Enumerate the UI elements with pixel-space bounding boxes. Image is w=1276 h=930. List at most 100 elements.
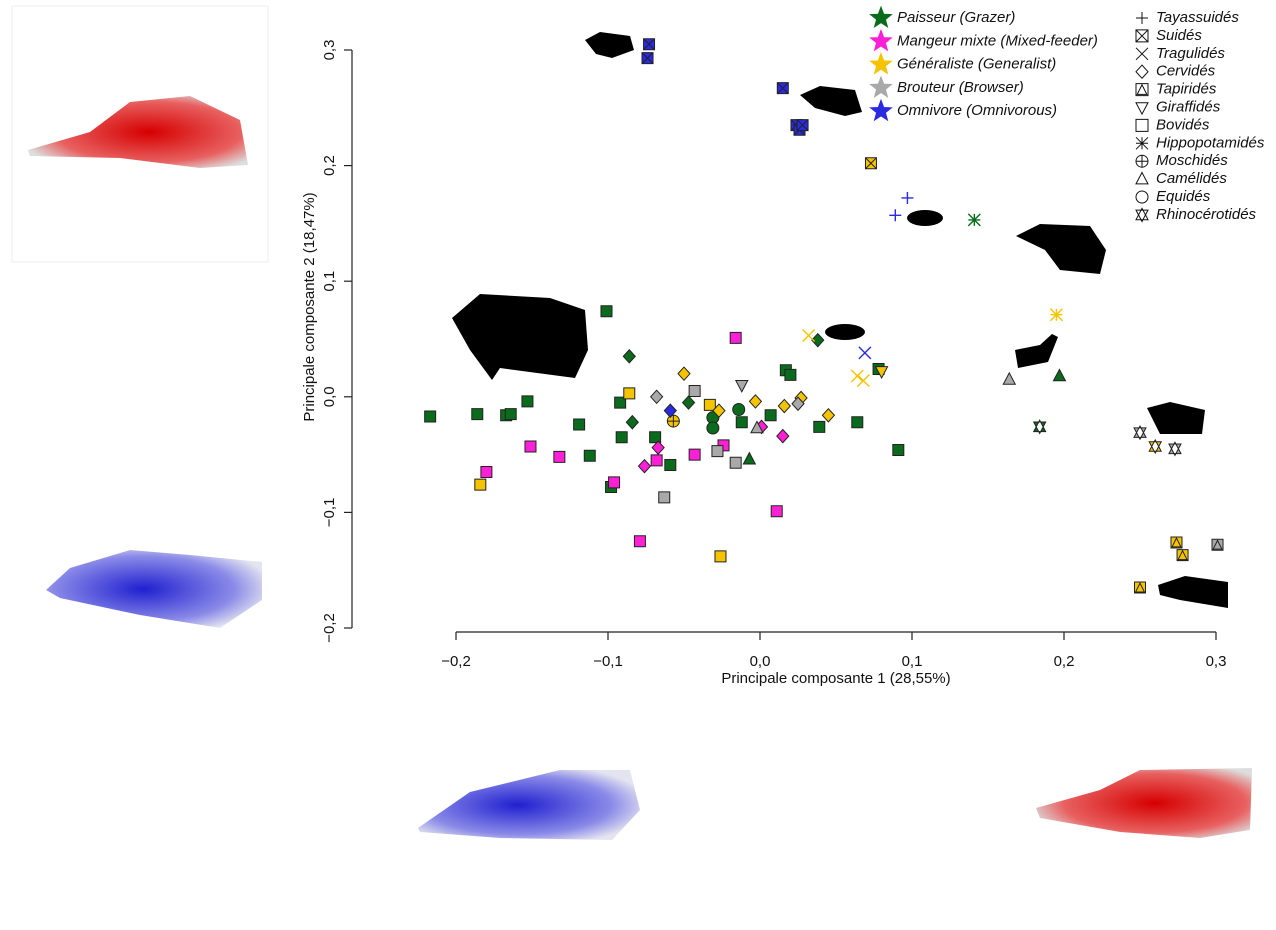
- x-tick-label: 0,2: [1054, 653, 1075, 670]
- y-tick-label: −0,2: [321, 613, 338, 643]
- y-tick-label: 0,2: [321, 155, 338, 176]
- legend-label: Rhinocérotidés: [1156, 206, 1257, 223]
- point: [712, 403, 726, 419]
- point: [524, 440, 537, 453]
- point: [1052, 368, 1067, 382]
- legend-label: Equidés: [1156, 188, 1211, 205]
- point: [641, 52, 654, 65]
- point: [1133, 424, 1147, 441]
- x-axis-label: Principale composante 1 (28,55%): [721, 670, 950, 687]
- point: [1211, 538, 1224, 551]
- legend-marker: [1135, 171, 1149, 185]
- legend-marker: [869, 52, 893, 75]
- legend-marker: [1135, 118, 1149, 132]
- point: [650, 454, 663, 467]
- point: [734, 379, 749, 393]
- legend-label: Omnivore (Omnivorous): [897, 102, 1057, 119]
- point: [1148, 438, 1163, 455]
- point: [714, 550, 727, 563]
- point: [821, 407, 836, 423]
- point: [1002, 371, 1017, 385]
- legend-marker: [1135, 29, 1149, 43]
- point: [729, 331, 742, 344]
- legend-label: Moschidés: [1156, 152, 1228, 169]
- point: [649, 431, 662, 444]
- legend-label: Giraffidés: [1156, 98, 1221, 115]
- point: [811, 332, 825, 348]
- point: [688, 385, 701, 398]
- point: [1176, 549, 1189, 562]
- point: [1032, 419, 1047, 435]
- silhouettes: [452, 32, 1228, 608]
- legend-label: Bovidés: [1156, 116, 1210, 133]
- legend-label: Tapiridés: [1156, 81, 1217, 98]
- point: [1168, 441, 1182, 457]
- legend-label: Tragulidés: [1156, 45, 1225, 62]
- legend-marker: [869, 28, 893, 52]
- point: [573, 418, 586, 431]
- point: [471, 408, 484, 421]
- point: [688, 448, 701, 461]
- point: [666, 414, 680, 428]
- point: [764, 409, 777, 422]
- point: [742, 451, 757, 465]
- legend-marker: [1135, 102, 1149, 116]
- point: [600, 305, 613, 318]
- point: [776, 428, 790, 444]
- point: [864, 157, 877, 170]
- point: [583, 449, 596, 462]
- point: [424, 410, 437, 423]
- point: [677, 366, 691, 382]
- point: [664, 459, 677, 472]
- point: [474, 478, 487, 491]
- point: [850, 369, 864, 383]
- point: [732, 403, 746, 417]
- legend-marker: [869, 98, 893, 122]
- legend-marker: [869, 5, 893, 29]
- axes: [351, 50, 1216, 633]
- point: [1134, 581, 1146, 594]
- point: [892, 443, 905, 456]
- point: [658, 491, 671, 504]
- legend-label: Suidés: [1156, 27, 1202, 44]
- point: [649, 389, 664, 405]
- legend-label: Généraliste (Generalist): [897, 56, 1056, 73]
- x-tick-label: 0,0: [750, 653, 771, 670]
- point: [504, 408, 517, 421]
- point: [651, 440, 665, 456]
- x-tick-label: 0,3: [1206, 653, 1227, 670]
- legend-label: Cervidés: [1156, 63, 1216, 80]
- x-tick-label: 0,1: [902, 653, 923, 670]
- legend-marker: [1135, 190, 1149, 204]
- legend-marker: [869, 75, 893, 98]
- point: [633, 535, 646, 548]
- point: [521, 395, 534, 408]
- point: [623, 387, 636, 400]
- point: [784, 368, 797, 381]
- point: [858, 346, 872, 360]
- y-tick-label: −0,1: [321, 498, 338, 528]
- point: [480, 465, 493, 478]
- point: [681, 395, 696, 410]
- point: [901, 191, 914, 204]
- point: [614, 396, 627, 409]
- point: [874, 366, 889, 380]
- point: [1049, 308, 1063, 322]
- point: [750, 420, 764, 434]
- legend-label: Hippopotamidés: [1156, 134, 1265, 151]
- legend-marker: [1135, 83, 1149, 97]
- point: [637, 458, 652, 474]
- legend-marker: [1136, 12, 1148, 24]
- point: [776, 82, 789, 95]
- y-tick-label: 0,1: [321, 271, 338, 292]
- point: [851, 416, 864, 429]
- point: [711, 445, 724, 458]
- point: [802, 329, 816, 343]
- point: [729, 456, 742, 469]
- point: [748, 394, 763, 409]
- point: [663, 403, 677, 419]
- skull-images: [11, 5, 1252, 840]
- point: [615, 431, 628, 444]
- point: [625, 414, 639, 430]
